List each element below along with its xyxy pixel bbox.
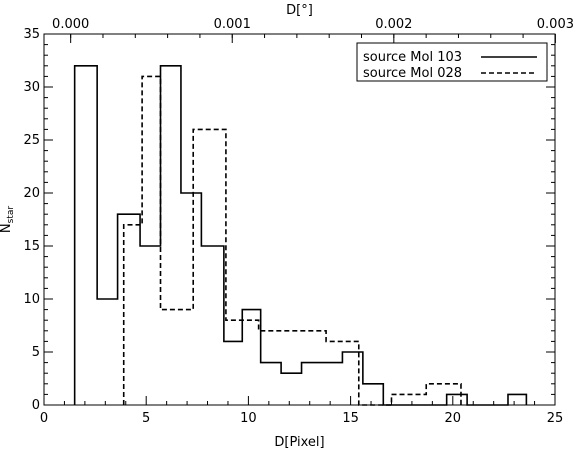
y-tick-label: 0	[32, 398, 40, 413]
x-tick-label: 20	[445, 411, 462, 426]
y-axis-label-subscript: star	[6, 206, 16, 224]
legend-label: source Mol 103	[363, 50, 462, 65]
x-tick-label: 25	[547, 411, 564, 426]
y-tick-label: 25	[23, 133, 40, 148]
y-tick-label: 30	[23, 80, 40, 95]
x-axis-label: D[Pixel]	[274, 435, 324, 450]
y-axis-label: Nstar	[0, 206, 16, 233]
series-source-mol-103	[73, 65, 528, 406]
y-tick-label: 5	[32, 345, 40, 360]
y-tick-label: 10	[23, 292, 40, 307]
top-tick-label: 0.002	[375, 17, 412, 32]
x-tick-label: 0	[40, 411, 48, 426]
x-tick-label: 10	[240, 411, 257, 426]
y-tick-label: 35	[23, 27, 40, 42]
top-tick-label: 0.001	[214, 17, 251, 32]
y-tick-label: 15	[23, 239, 40, 254]
legend-box	[356, 42, 548, 82]
x-tick-label: 5	[142, 411, 150, 426]
top-x-axis-label: D[°]	[286, 3, 313, 18]
top-tick-label: 0.003	[537, 17, 574, 32]
x-tick-label: 15	[342, 411, 359, 426]
y-tick-label: 20	[23, 186, 40, 201]
series-source-mol-028	[122, 75, 462, 406]
top-tick-label: 0.000	[52, 17, 89, 32]
y-axis-label-main: N	[0, 223, 14, 233]
legend-label: source Mol 028	[363, 66, 462, 81]
plot-frame	[43, 33, 556, 406]
